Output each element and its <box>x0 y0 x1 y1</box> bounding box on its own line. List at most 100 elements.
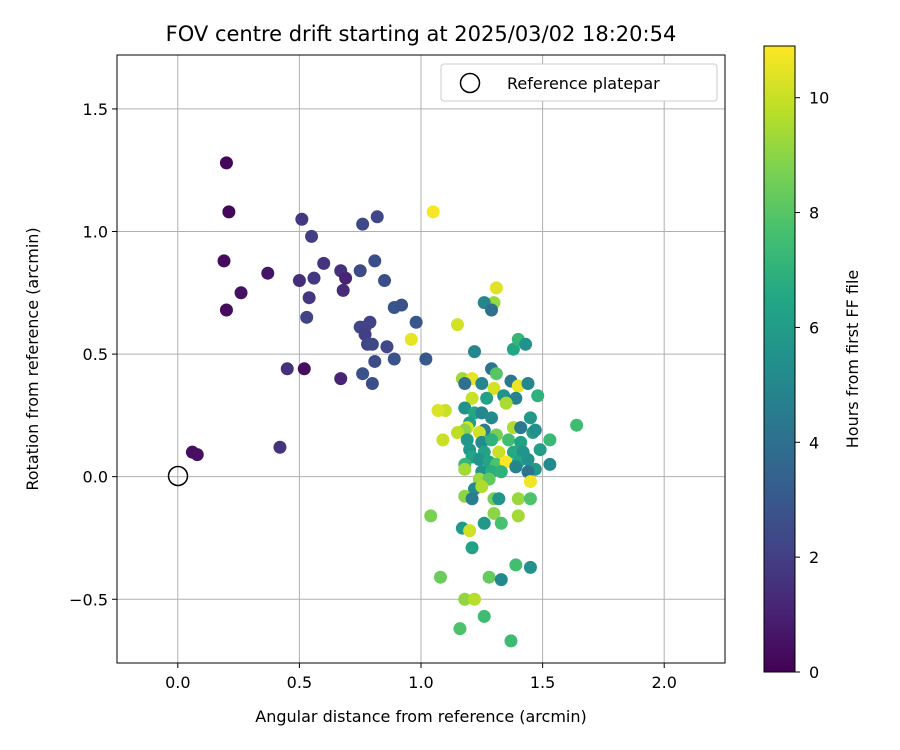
data-point <box>292 274 306 288</box>
data-point <box>431 403 445 417</box>
data-point <box>378 274 392 288</box>
data-point <box>219 303 233 317</box>
x-tick-label: 2.0 <box>651 673 676 692</box>
data-point <box>509 558 523 572</box>
x-tick-label: 1.5 <box>530 673 555 692</box>
data-point <box>436 433 450 447</box>
data-point <box>487 381 501 395</box>
data-point <box>453 622 467 636</box>
data-point <box>317 256 331 270</box>
data-point <box>521 377 535 391</box>
x-tick-label: 0.0 <box>165 673 190 692</box>
data-point <box>365 337 379 351</box>
data-point <box>499 455 513 469</box>
y-tick-label: 0.0 <box>83 468 108 487</box>
data-point <box>458 377 472 391</box>
data-point <box>494 516 508 530</box>
data-point <box>485 411 499 425</box>
data-point <box>468 345 482 359</box>
data-point <box>458 401 472 415</box>
y-tick-label: 1.5 <box>83 100 108 119</box>
data-point <box>336 283 350 297</box>
x-axis-label: Angular distance from reference (arcmin) <box>255 707 586 726</box>
data-point <box>472 426 486 440</box>
data-point <box>334 372 348 386</box>
data-point <box>494 465 508 479</box>
data-point <box>523 560 537 574</box>
legend-box <box>440 63 718 102</box>
chart-title: FOV centre drift starting at 2025/03/02 … <box>166 22 677 46</box>
data-point <box>219 156 233 170</box>
data-point <box>475 377 489 391</box>
data-point <box>523 411 537 425</box>
data-points <box>185 156 584 648</box>
data-point <box>543 433 557 447</box>
data-point <box>485 433 499 447</box>
data-point <box>297 362 311 376</box>
data-point <box>465 541 479 555</box>
data-point <box>477 609 491 623</box>
data-point <box>489 367 503 381</box>
data-point <box>511 379 525 393</box>
data-point <box>463 524 477 538</box>
data-point <box>492 445 506 459</box>
data-point <box>409 315 423 329</box>
data-point <box>489 281 503 295</box>
data-point <box>472 453 486 467</box>
data-point <box>531 389 545 403</box>
data-point <box>485 303 499 317</box>
data-point <box>468 592 482 606</box>
data-point <box>570 418 584 432</box>
data-point <box>523 492 537 506</box>
data-point <box>395 298 409 312</box>
data-point <box>387 352 401 366</box>
data-point <box>499 396 513 410</box>
data-point <box>458 462 472 476</box>
data-point <box>475 406 489 420</box>
data-point <box>509 460 523 474</box>
data-point <box>519 337 533 351</box>
data-point <box>419 352 433 366</box>
data-point <box>426 205 440 219</box>
y-tick-label: 0.5 <box>83 345 108 364</box>
data-point <box>528 423 542 437</box>
data-point <box>273 440 287 454</box>
data-point <box>295 212 309 226</box>
data-point <box>302 291 316 305</box>
data-point <box>307 271 321 285</box>
data-point <box>504 634 518 648</box>
data-point <box>487 506 501 520</box>
data-point <box>475 479 489 493</box>
legend: Reference platepar <box>440 63 718 102</box>
data-point <box>511 492 525 506</box>
reference-marker <box>167 465 189 487</box>
x-axis-ticks: 0.0 0.5 1.0 1.5 2.0 <box>165 663 677 692</box>
colorbar: 0 2 4 6 8 10 Hours from first FF file <box>763 45 862 682</box>
data-point <box>480 391 494 405</box>
data-point <box>305 229 319 243</box>
data-point <box>450 426 464 440</box>
y-tick-label: −0.5 <box>69 590 108 609</box>
data-point <box>482 570 496 584</box>
data-point <box>222 205 236 219</box>
data-point <box>506 342 520 356</box>
data-point <box>353 264 367 278</box>
colorbar-tick-label: 0 <box>809 663 819 682</box>
data-point <box>370 210 384 224</box>
data-point <box>533 443 547 457</box>
grid <box>117 55 725 663</box>
x-tick-label: 0.5 <box>287 673 312 692</box>
data-point <box>424 509 438 523</box>
colorbar-tick-label: 6 <box>809 318 819 337</box>
legend-label: Reference platepar <box>507 74 660 93</box>
data-point <box>494 573 508 587</box>
data-point <box>511 509 525 523</box>
data-point <box>363 315 377 329</box>
data-point <box>190 448 204 462</box>
data-point <box>368 254 382 268</box>
y-axis-label: Rotation from reference (arcmin) <box>23 227 42 490</box>
data-point <box>514 435 528 449</box>
y-axis-ticks: −0.5 0.0 0.5 1.0 1.5 <box>69 100 117 609</box>
data-point <box>465 492 479 506</box>
data-point <box>217 254 231 268</box>
